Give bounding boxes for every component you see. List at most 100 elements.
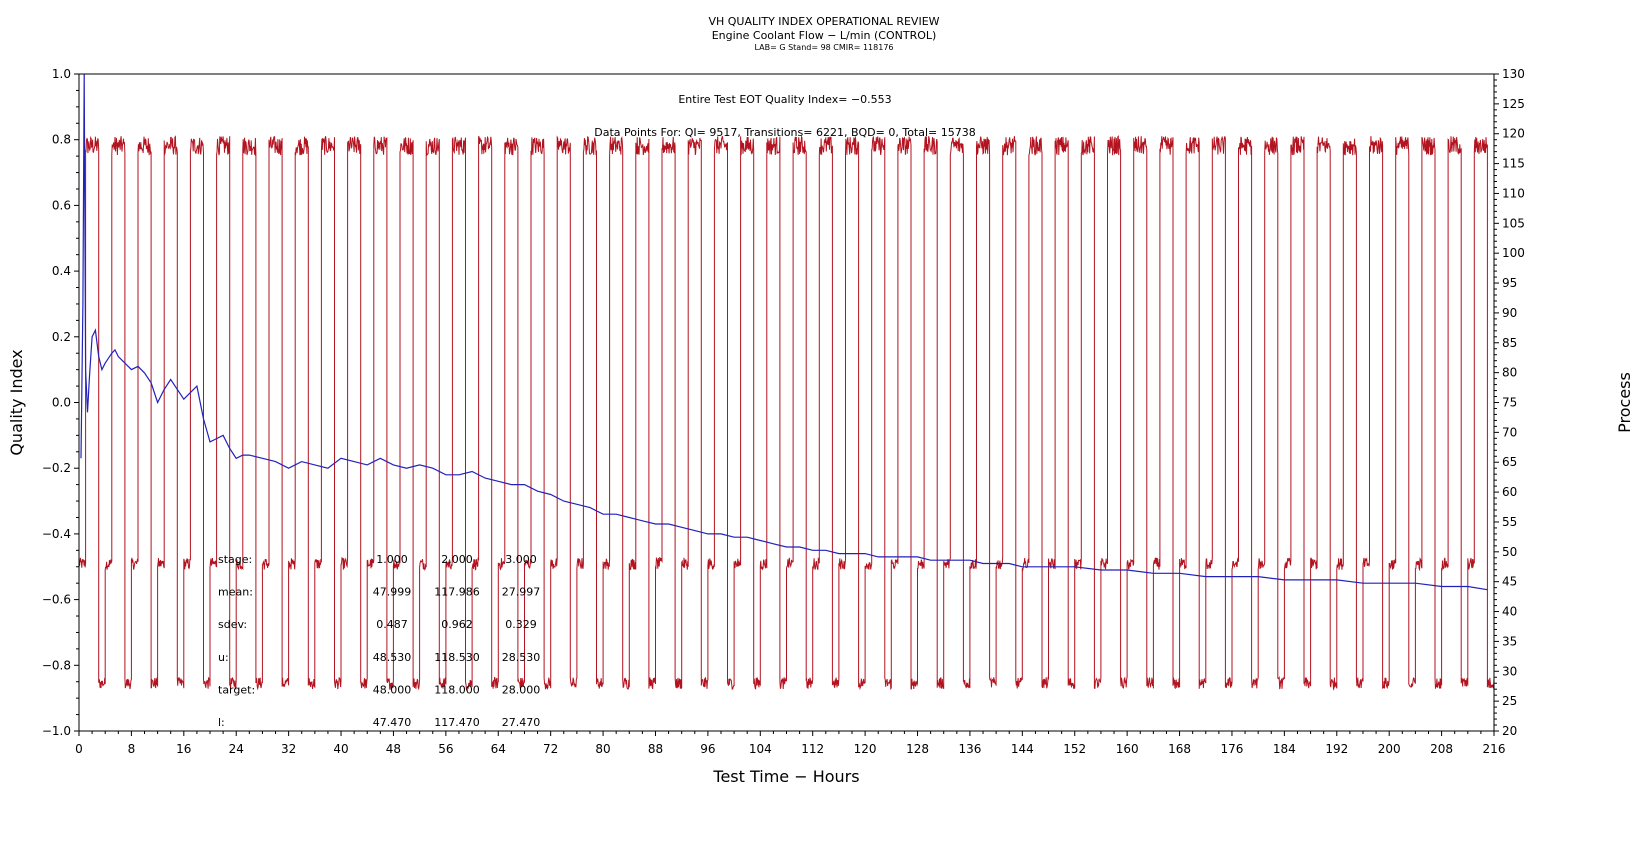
stats-cell: 27.470 (502, 716, 541, 729)
y2-tick-label: 80 (1502, 366, 1517, 380)
y2-tick-label: 120 (1502, 127, 1525, 141)
stats-row-label: l: (218, 716, 225, 729)
x-tick-label: 104 (749, 742, 772, 756)
x-tick-label: 88 (648, 742, 663, 756)
y-tick-label: −0.2 (42, 461, 71, 475)
stats-cell: 118.530 (434, 651, 480, 664)
y2-tick-label: 130 (1502, 67, 1525, 81)
y-tick-label: −0.8 (42, 658, 71, 672)
y2-tick-label: 115 (1502, 157, 1525, 171)
stats-cell: 27.997 (502, 586, 541, 599)
y2-tick-label: 90 (1502, 306, 1517, 320)
annotations-group: Entire Test EOT Quality Index= −0.553 Da… (594, 93, 976, 139)
y2-tick-label: 55 (1502, 515, 1517, 529)
x-axis-label: Test Time − Hours (712, 767, 859, 786)
x-tick-label: 8 (128, 742, 136, 756)
y2-tick-label: 95 (1502, 276, 1517, 290)
y2-tick-label: 25 (1502, 694, 1517, 708)
x-tick-label: 120 (854, 742, 877, 756)
x-tick-label: 200 (1378, 742, 1401, 756)
y-tick-label: 0.8 (52, 133, 71, 147)
stats-cell: 0.487 (376, 618, 408, 631)
x-tick-label: 136 (958, 742, 981, 756)
y-tick-label: 0.4 (52, 264, 71, 278)
x-tick-label: 56 (438, 742, 453, 756)
quality-index-series-group (80, 73, 1488, 591)
chart-subtitle-ids: LAB= G Stand= 98 CMIR= 118176 (754, 43, 894, 52)
data-points-annotation: Data Points For: QI= 9517, Transitions= … (594, 126, 976, 139)
x-tick-label: 16 (176, 742, 191, 756)
y2-tick-label: 105 (1502, 216, 1525, 230)
y2-tick-label: 65 (1502, 455, 1517, 469)
x-tick-label: 48 (386, 742, 401, 756)
stats-cell: 47.470 (373, 716, 412, 729)
x-tick-label: 40 (333, 742, 348, 756)
axes-group: 0 8 16 24 32 40 48 56 64 72 80 88 96 104 112 120 128 136 1… (42, 67, 1525, 756)
stats-cell: 0.329 (505, 618, 537, 631)
y2-tick-label: 85 (1502, 336, 1517, 350)
x-tick-label: 176 (1221, 742, 1244, 756)
chart-subtitle: Engine Coolant Flow − L/min (CONTROL) (711, 29, 937, 42)
y2-tick-label: 20 (1502, 724, 1517, 738)
y2-tick-label: 110 (1502, 186, 1525, 200)
stats-row-label: mean: (218, 586, 253, 599)
y2-tick-label: 75 (1502, 396, 1517, 410)
stats-row-label: stage: (218, 553, 252, 566)
quality-index-series-line (80, 73, 1488, 591)
y2-tick-label: 60 (1502, 485, 1517, 499)
x-tick-label: 144 (1011, 742, 1034, 756)
y2-tick-label: 40 (1502, 605, 1517, 619)
y2-tick-label: 30 (1502, 664, 1517, 678)
eot-quality-index-annotation: Entire Test EOT Quality Index= −0.553 (678, 93, 891, 106)
x-tick-label: 128 (906, 742, 929, 756)
y2-tick-label: 100 (1502, 246, 1525, 260)
x-tick-label: 208 (1430, 742, 1453, 756)
x-tick-label: 96 (700, 742, 715, 756)
x-tick-label: 160 (1116, 742, 1139, 756)
y-tick-label: −0.6 (42, 593, 71, 607)
stats-cell: 3.000 (505, 553, 537, 566)
x-tick-label: 80 (595, 742, 610, 756)
stats-cell: 48.000 (373, 683, 412, 696)
x-tick-label: 192 (1325, 742, 1348, 756)
stats-cell: 117.986 (434, 586, 480, 599)
y-tick-label: 1.0 (52, 67, 71, 81)
y2-tick-label: 50 (1502, 545, 1517, 559)
x-tick-label: 112 (801, 742, 824, 756)
stats-cell: 2.000 (441, 553, 473, 566)
x-tick-label: 0 (75, 742, 83, 756)
y2-tick-label: 70 (1502, 425, 1517, 439)
x-tick-label: 24 (229, 742, 244, 756)
y2-axis-label: Process (1615, 372, 1634, 433)
stats-cell: 117.470 (434, 716, 480, 729)
y-axis-label: Quality Index (7, 349, 26, 455)
x-tick-label: 72 (543, 742, 558, 756)
y2-tick-label: 45 (1502, 575, 1517, 589)
x-tick-label: 168 (1168, 742, 1191, 756)
chart-title: VH QUALITY INDEX OPERATIONAL REVIEW (708, 15, 940, 28)
stats-cell: 28.000 (502, 683, 541, 696)
y2-tick-label: 125 (1502, 97, 1525, 111)
stats-row-label: sdev: (218, 618, 247, 631)
stats-cell: 48.530 (373, 651, 412, 664)
stats-row-label: target: (218, 683, 255, 696)
stats-cell: 28.530 (502, 651, 541, 664)
x-tick-label: 64 (491, 742, 506, 756)
y-tick-label: 0.2 (52, 330, 71, 344)
x-tick-label: 32 (281, 742, 296, 756)
y-tick-label: 0.6 (52, 198, 71, 212)
process-series-line (78, 135, 1495, 691)
y2-tick-label: 35 (1502, 634, 1517, 648)
stats-row-label: u: (218, 651, 229, 664)
process-series-group (78, 135, 1495, 691)
x-tick-label: 216 (1483, 742, 1506, 756)
x-tick-label: 184 (1273, 742, 1296, 756)
y-tick-label: −0.4 (42, 527, 71, 541)
stats-cell: 1.000 (376, 553, 408, 566)
stats-cell: 47.999 (373, 586, 412, 599)
y-tick-label: 0.0 (52, 396, 71, 410)
stats-table: stage: 1.000 2.000 3.000 mean: 47.999 117.986 2… (218, 553, 540, 729)
y-tick-label: −1.0 (42, 724, 71, 738)
stats-cell: 0.962 (441, 618, 473, 631)
